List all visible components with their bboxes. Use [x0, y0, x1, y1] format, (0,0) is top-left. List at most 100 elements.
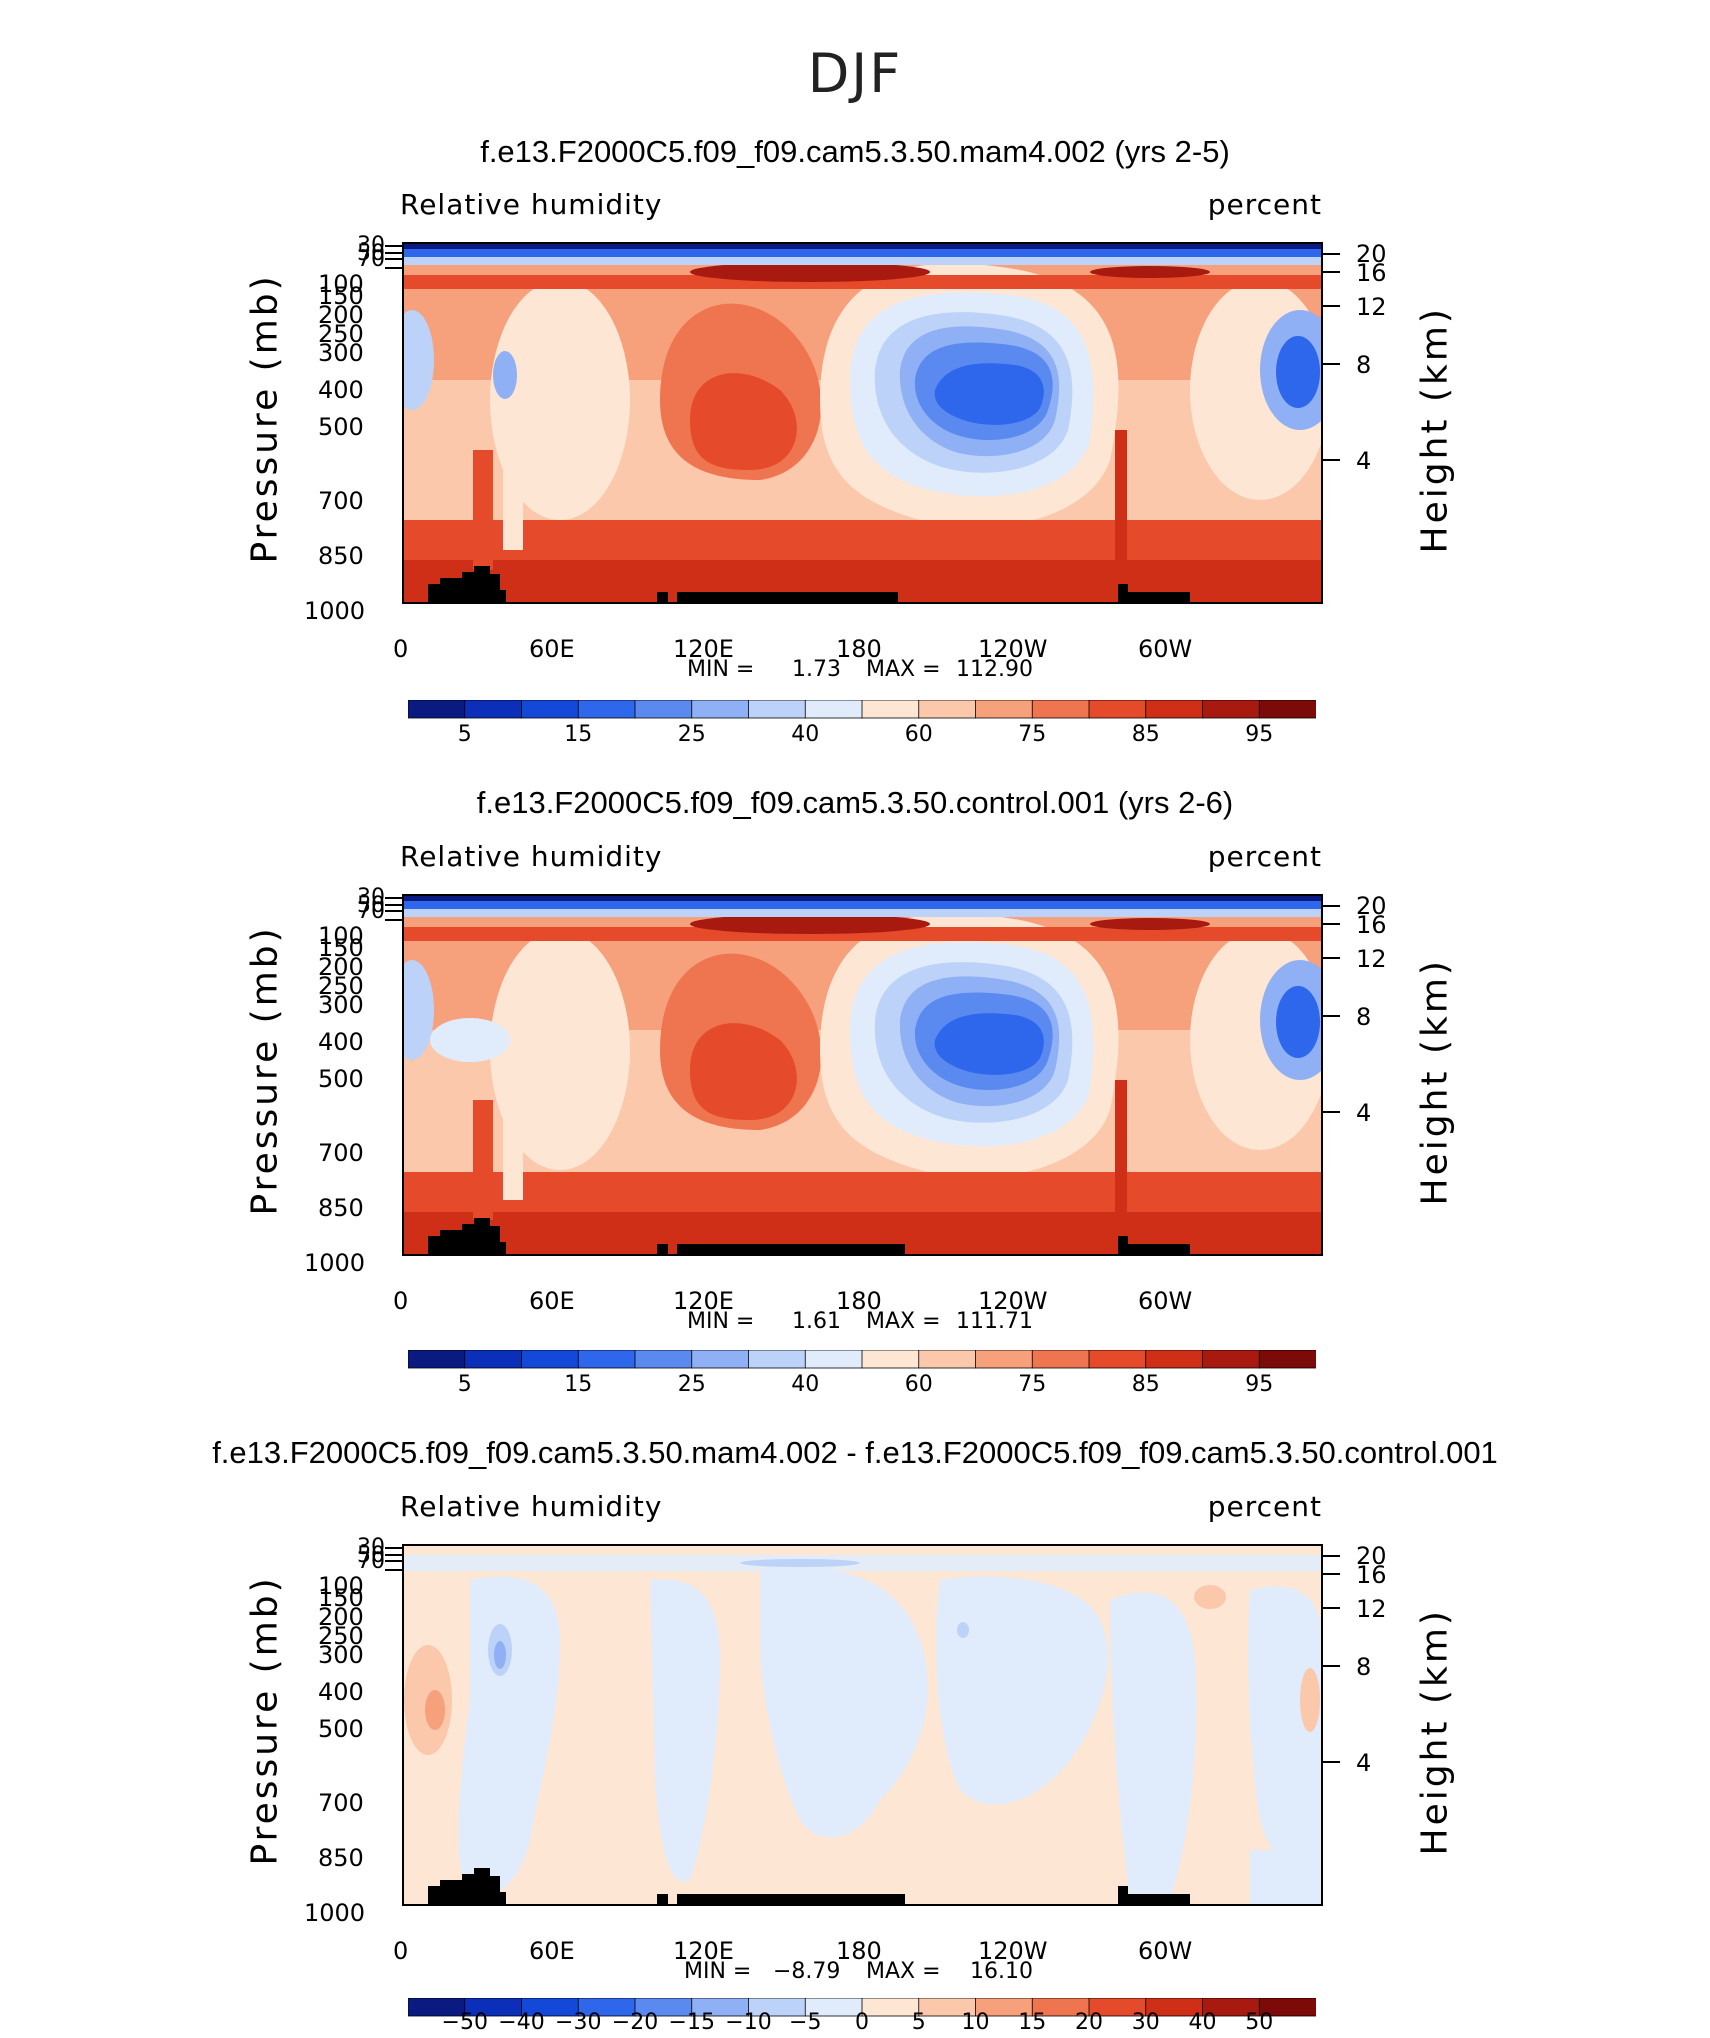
colorbar-swatch	[804, 700, 863, 719]
panel-2-max-label: MAX =	[866, 1309, 941, 1334]
p2-ptick-100: 100	[318, 922, 364, 950]
p1-xtick-60e: 60E	[529, 635, 575, 663]
colorbar-tick-label: 25	[677, 1372, 706, 1397]
colorbar-tick-label: 20	[1075, 2010, 1103, 2035]
colorbar-tick-label: 95	[1245, 1372, 1274, 1397]
colorbar-tick-label: −10	[725, 2010, 772, 2035]
colorbar-swatch	[804, 1350, 863, 1369]
colorbar-swatch	[464, 1350, 523, 1369]
colorbar-swatch	[691, 700, 750, 719]
p3-htick-12: 12	[1356, 1595, 1387, 1623]
colorbar-swatch	[1202, 1350, 1261, 1369]
p1-xtick-60w: 60W	[1138, 635, 1193, 663]
colorbar-swatch	[748, 1350, 807, 1369]
colorbar-tick-label: −30	[555, 2010, 602, 2035]
colorbar-swatch	[634, 700, 693, 719]
p2-ptick-150: 150	[318, 934, 364, 962]
panel-3-topography	[428, 1868, 1190, 1905]
p3-htick-4: 4	[1356, 1749, 1372, 1777]
panel-2-colorbar-labels: 5 15 25 40 60 75 85 95	[408, 1372, 1316, 1402]
p2-htick-16: 16	[1356, 911, 1387, 939]
p2-xtick-0: 0	[393, 1287, 409, 1315]
p1-ptick-150: 150	[318, 282, 364, 310]
p2-htick-4: 4	[1356, 1099, 1372, 1127]
p2-htick-20: 20	[1356, 892, 1387, 920]
panel-2-title: f.e13.F2000C5.f09_f09.cam5.3.50.control.…	[476, 785, 1234, 820]
p3-xtick-180: 180	[836, 1937, 882, 1965]
panel-1-right-axis	[1322, 253, 1340, 461]
panel-3-colorbar	[408, 1998, 1316, 2017]
panel-2-right-axis	[1322, 905, 1340, 1113]
colorbar-tick-label: 15	[1018, 2010, 1047, 2035]
p1-ptick-500: 500	[318, 413, 364, 441]
p1-xtick-120e: 120E	[673, 635, 734, 663]
panel-3-min-value: −8.79	[773, 1959, 841, 1984]
p1-htick-20: 20	[1356, 240, 1387, 268]
colorbar-swatch	[408, 700, 466, 719]
p3-xtick-60w: 60W	[1138, 1937, 1193, 1965]
colorbar-tick-label: −5	[789, 2010, 822, 2035]
p1-htick-16: 16	[1356, 259, 1387, 287]
panel-3-right-axis	[1322, 1555, 1340, 1763]
panel-1-min-label: MIN =	[687, 657, 755, 682]
p3-htick-20: 20	[1356, 1542, 1387, 1570]
panel-1-min-value: 1.73	[792, 657, 841, 682]
p1-xtick-180: 180	[836, 635, 882, 663]
panel-2-contour-field	[403, 895, 1322, 1255]
panel-1-units-label: percent	[1207, 188, 1322, 221]
colorbar-tick-label: 85	[1131, 1372, 1160, 1397]
p3-ptick-850: 850	[318, 1844, 364, 1872]
panel-1-max-value: 112.90	[956, 657, 1033, 682]
panel-3-min-label: MIN =	[684, 1959, 752, 1984]
panel-3-plot: 30 50 70	[357, 1535, 1340, 1906]
p2-ptick-250: 250	[318, 972, 364, 1000]
colorbar-swatch	[1145, 1350, 1204, 1369]
colorbar-tick-label: −50	[441, 2010, 488, 2035]
colorbar-swatch	[975, 1350, 1034, 1369]
colorbar-tick-label: −40	[498, 2010, 545, 2035]
colorbar-tick-label: 5	[911, 2010, 926, 2035]
panel-2-units-label: percent	[1207, 840, 1322, 873]
svg-text:30: 30	[357, 233, 385, 258]
p3-ptick-700: 700	[318, 1789, 364, 1817]
colorbar-swatch	[691, 1350, 750, 1369]
figure-title: DJF	[807, 42, 903, 105]
colorbar-swatch	[1258, 700, 1316, 719]
p2-xtick-180: 180	[836, 1287, 882, 1315]
panel-3-max-label: MAX =	[866, 1959, 941, 1984]
p3-ptick-200: 200	[318, 1603, 364, 1631]
colorbar-swatch	[861, 700, 920, 719]
p2-ptick-1000: 1000	[304, 1249, 366, 1277]
p1-ptick-250: 250	[318, 320, 364, 348]
p2-ptick-850: 850	[318, 1194, 364, 1222]
colorbar-tick-label: 5	[457, 1372, 472, 1397]
p3-xtick-60e: 60E	[529, 1937, 575, 1965]
panel-1-colorbar-labels: 5 15 25 40 60 75 85 95	[408, 722, 1316, 752]
p2-ptick-400: 400	[318, 1028, 364, 1056]
colorbar-swatch	[1202, 700, 1261, 719]
panel-1-title: f.e13.F2000C5.f09_f09.cam5.3.50.mam4.002…	[480, 134, 1230, 169]
colorbar-tick-label: 95	[1245, 722, 1274, 747]
p3-ptick-300: 300	[318, 1641, 364, 1669]
panel-2-max-value: 111.71	[956, 1309, 1033, 1334]
p3-xtick-0: 0	[393, 1937, 409, 1965]
colorbar-swatch	[1258, 1998, 1316, 2017]
p2-ptick-200: 200	[318, 953, 364, 981]
colorbar-swatch	[577, 700, 636, 719]
colorbar-tick-label: 75	[1018, 722, 1047, 747]
p2-xtick-120w: 120W	[978, 1287, 1048, 1315]
p1-htick-8: 8	[1356, 351, 1372, 379]
p3-ptick-150: 150	[318, 1584, 364, 1612]
colorbar-swatch	[975, 700, 1034, 719]
svg-text:70: 70	[357, 1549, 385, 1574]
p1-ptick-100: 100	[318, 270, 364, 298]
p2-xtick-60w: 60W	[1138, 1287, 1193, 1315]
p3-ptick-500: 500	[318, 1715, 364, 1743]
p1-xtick-120w: 120W	[978, 635, 1048, 663]
p3-ptick-400: 400	[318, 1678, 364, 1706]
colorbar-tick-label: 15	[564, 722, 593, 747]
colorbar-swatch	[521, 1350, 580, 1369]
colorbar-tick-label: −20	[611, 2010, 659, 2035]
panel-1-colorbar	[408, 700, 1316, 719]
colorbar-tick-label: 40	[791, 722, 820, 747]
